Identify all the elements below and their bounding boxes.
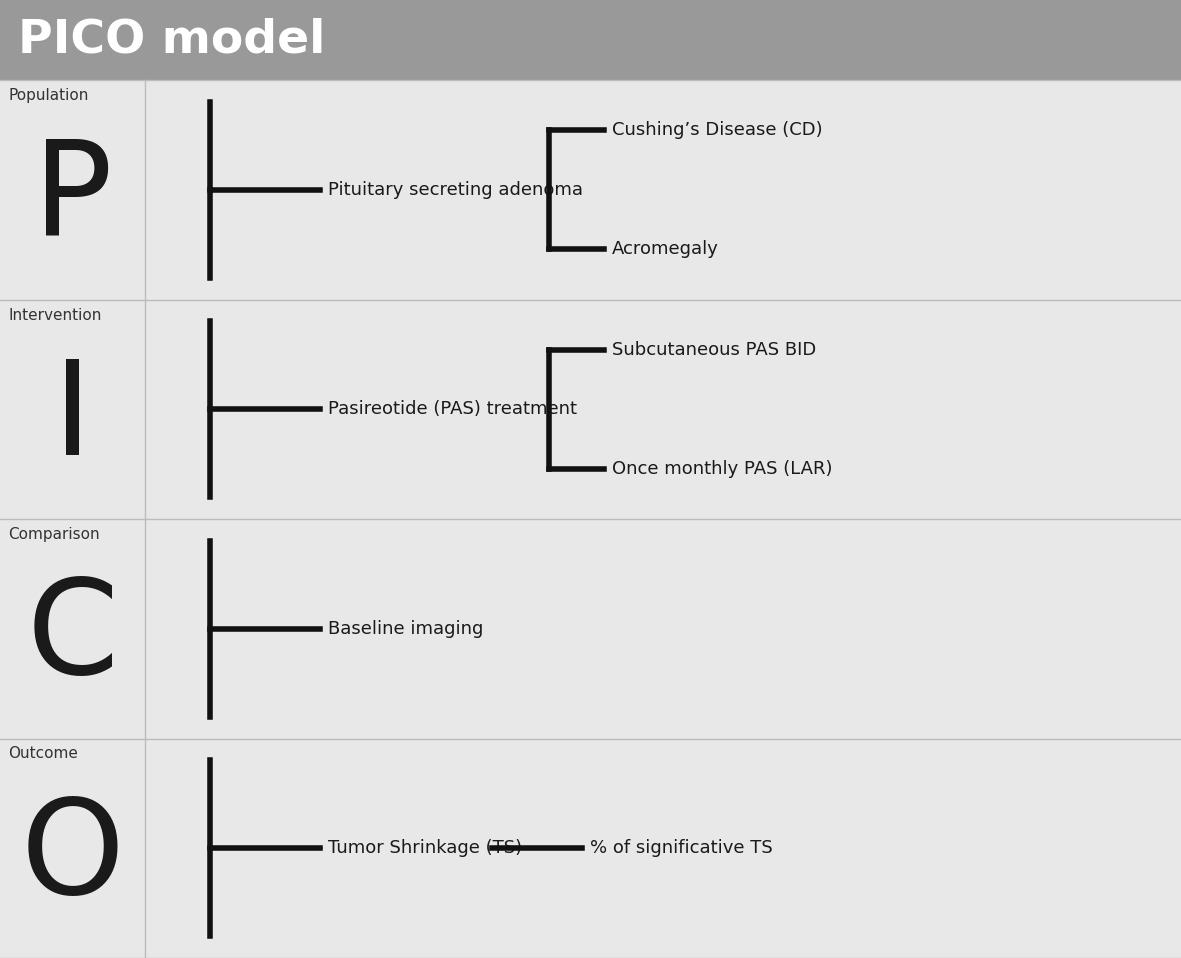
Bar [0, 300, 1181, 519]
Text: Cushing’s Disease (CD): Cushing’s Disease (CD) [612, 122, 822, 140]
Text: P: P [33, 135, 112, 262]
Text: Acromegaly: Acromegaly [612, 240, 718, 258]
Bar [0, 0, 1181, 80]
Text: O: O [20, 793, 124, 921]
Text: C: C [26, 574, 118, 701]
Text: Once monthly PAS (LAR): Once monthly PAS (LAR) [612, 460, 833, 477]
Text: Baseline imaging: Baseline imaging [328, 620, 483, 638]
Text: Tumor Shrinkage (TS): Tumor Shrinkage (TS) [328, 839, 522, 857]
Text: Intervention: Intervention [8, 308, 102, 323]
Text: Outcome: Outcome [8, 746, 78, 762]
Text: Population: Population [8, 88, 89, 103]
Text: PICO model: PICO model [18, 17, 326, 62]
Text: Pituitary secreting adenoma: Pituitary secreting adenoma [328, 181, 583, 198]
Text: Subcutaneous PAS BID: Subcutaneous PAS BID [612, 341, 816, 359]
Bar [0, 739, 1181, 958]
Text: % of significative TS: % of significative TS [590, 839, 772, 857]
Text: I: I [53, 354, 92, 482]
Text: Pasireotide (PAS) treatment: Pasireotide (PAS) treatment [328, 400, 578, 419]
Bar [0, 519, 1181, 739]
Text: Comparison: Comparison [8, 527, 99, 542]
Bar [0, 80, 1181, 300]
